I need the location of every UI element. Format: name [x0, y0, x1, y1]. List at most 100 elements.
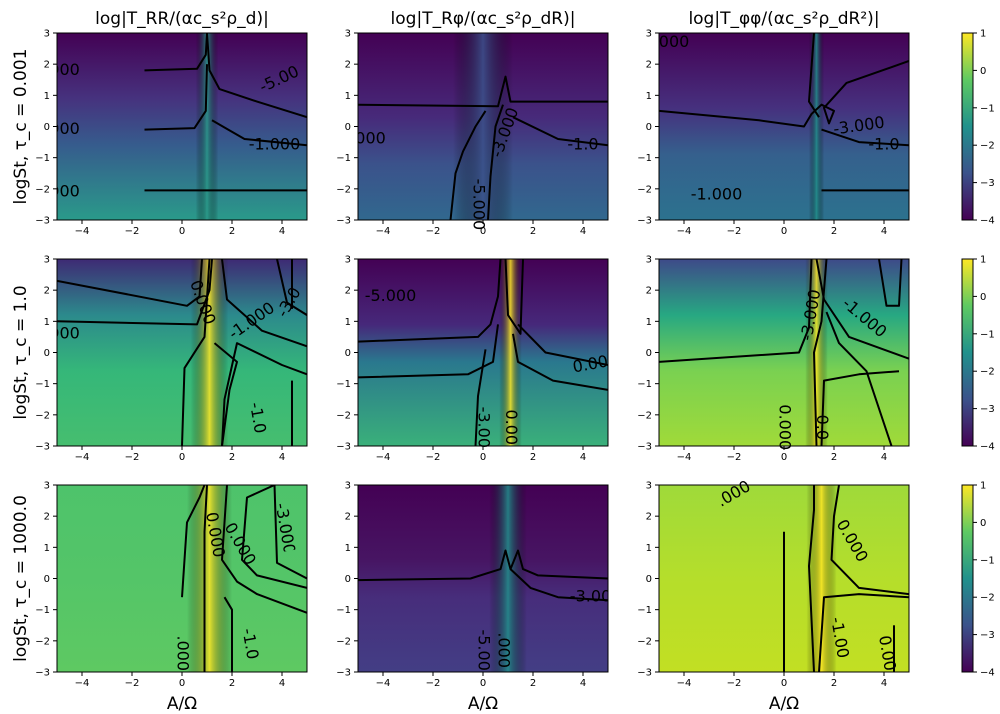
y-tick-label: 2: [646, 286, 652, 297]
x-tick-label: −4: [75, 452, 90, 463]
x-tick-label: −2: [426, 226, 441, 237]
colorbar-tick-label: −4: [980, 668, 995, 679]
row-ylabel: logSt, τ_c = 0.001: [11, 49, 31, 205]
colorbar-tick-label: −2: [980, 141, 995, 152]
y-tick-label: 0: [646, 122, 652, 133]
y-tick-label: −2: [35, 184, 50, 195]
x-tick-label: 2: [530, 452, 536, 463]
contour-line: [504, 259, 524, 335]
contour-line: [512, 333, 608, 391]
y-tick-label: −2: [336, 184, 351, 195]
y-tick-label: 1: [345, 91, 351, 102]
panel-title: log|T_Rφ/(αc_s²ρ_dR)|: [391, 9, 576, 29]
contour-line: [221, 259, 307, 348]
y-tick-label: −3: [336, 216, 351, 227]
ridge-band: [499, 259, 522, 446]
contour-line: [211, 119, 307, 147]
panel-r2-c1: -3.00 -5.00.000 −4 −2 0 2 4 −3 −2 −1 0 1 2 3: [336, 481, 609, 689]
panel-r0-c0: .000.000.000-5.00-1.000−4 −2 0 2 4−3−2−10123…: [11, 9, 308, 237]
x-axis-label: A/Ω: [468, 694, 498, 714]
y-tick-label: 1: [44, 543, 50, 554]
y-tick-label: −3: [637, 442, 652, 453]
x-tick-label: −4: [677, 226, 692, 237]
x-tick-label: −2: [727, 678, 742, 689]
x-tick-label: 2: [229, 452, 235, 463]
row-ylabel: logSt, τ_c = 1.0: [11, 285, 31, 419]
colorbar-tick-label: −1: [980, 103, 995, 114]
colorbar-tick-label: −3: [980, 404, 995, 415]
contour-line: [813, 259, 828, 446]
y-tick-label: 0: [345, 122, 351, 133]
colorbar-tick-label: 1: [980, 29, 986, 40]
colorbar-tick-label: −1: [980, 555, 995, 566]
x-tick-label: 0: [179, 678, 185, 689]
contour-line: [203, 485, 208, 672]
contour-label: -1.0: [567, 135, 598, 154]
colorbar-tick-label: −1: [980, 329, 995, 340]
y-tick-label: 0: [345, 348, 351, 359]
x-axis-label: A/Ω: [769, 694, 799, 714]
colorbar-tick-label: −4: [980, 216, 995, 227]
contour-label: -5.000: [365, 286, 417, 305]
contour-label: .000: [495, 632, 514, 668]
contour-line: [273, 485, 307, 580]
x-axis-label: A/Ω: [167, 694, 197, 714]
y-tick-label: 2: [345, 512, 351, 523]
y-tick-label: 3: [345, 255, 351, 266]
y-tick-label: −1: [35, 605, 50, 616]
y-tick-label: −1: [637, 153, 652, 164]
contour-line: [206, 33, 307, 119]
y-tick-label: 2: [646, 512, 652, 523]
y-tick-label: −2: [35, 410, 50, 421]
x-tick-label: −2: [426, 678, 441, 689]
colorbar-tick-label: −2: [980, 593, 995, 604]
contour-label: .000: [654, 32, 690, 51]
contour-line: [213, 342, 238, 446]
contour-line: [878, 259, 903, 307]
heatmap-field: [659, 259, 909, 446]
contour-label: -1.0: [868, 135, 899, 154]
contour-line: [821, 128, 909, 147]
contour-line: [358, 259, 502, 343]
contour-line: [830, 485, 909, 596]
contour-line: [358, 75, 608, 108]
contour-label: -3.00: [475, 407, 494, 448]
colorbar: [961, 258, 974, 447]
y-tick-label: 2: [44, 512, 50, 523]
y-tick-label: 0: [345, 574, 351, 585]
x-tick-label: 0: [781, 678, 787, 689]
colorbar-tick-label: 0: [980, 66, 986, 77]
y-tick-label: 2: [345, 286, 351, 297]
y-tick-label: −2: [35, 636, 50, 647]
contour-label: 0.0: [813, 415, 832, 440]
x-tick-label: 0: [480, 452, 486, 463]
x-tick-label: 0: [781, 452, 787, 463]
panel-title: log|T_RR/(αc_s²ρ_d)|: [95, 9, 269, 29]
contour-label: 0.00: [502, 409, 521, 445]
colorbar-tick-label: −4: [980, 442, 995, 453]
y-tick-label: −3: [35, 668, 50, 679]
contour-line: [659, 60, 909, 128]
contour-line: [241, 485, 307, 589]
y-tick-label: 1: [646, 543, 652, 554]
y-tick-label: −3: [637, 216, 652, 227]
x-tick-label: −4: [677, 452, 692, 463]
contour-label: -1.000: [691, 185, 743, 204]
panel-r0-c1: .000 -3.000-5.000-1.0−4 −2 0 2 4−3−2−10123log…: [336, 9, 609, 237]
y-tick-label: 1: [345, 317, 351, 328]
y-tick-label: −2: [336, 410, 351, 421]
x-tick-label: 0: [179, 226, 185, 237]
x-tick-label: 0: [480, 226, 486, 237]
x-tick-label: 4: [580, 226, 586, 237]
x-tick-label: 0: [781, 226, 787, 237]
y-tick-label: 1: [44, 317, 50, 328]
colorbar-tick-label: 0: [980, 518, 986, 529]
contour-label: .000: [44, 181, 80, 200]
y-tick-label: 1: [646, 91, 652, 102]
contour-line: [57, 259, 213, 326]
contour-label: 0.000: [776, 404, 795, 450]
x-tick-label: 4: [881, 678, 887, 689]
y-tick-label: 2: [44, 60, 50, 71]
y-tick-label: 2: [345, 60, 351, 71]
